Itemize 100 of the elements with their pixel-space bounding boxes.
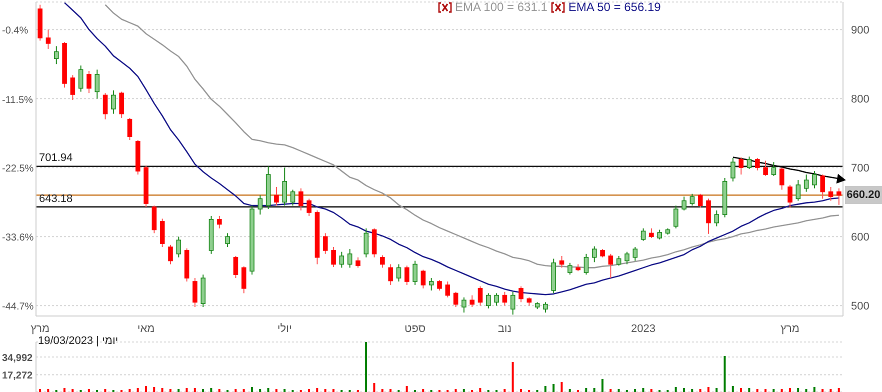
y-tick-label: 500 — [851, 300, 870, 313]
candlestick — [356, 256, 360, 268]
candlestick — [298, 188, 304, 211]
bar — [284, 389, 286, 392]
x-tick-label: מאי — [137, 322, 155, 335]
candlestick — [428, 278, 434, 291]
text: EMA 100 = 631.1 — [455, 0, 548, 15]
ref-line-label: 643.18 — [39, 192, 73, 206]
y-tick-label: 700 — [851, 162, 870, 175]
candlestick — [470, 294, 475, 308]
bar — [390, 389, 392, 392]
candlestick — [738, 156, 744, 176]
candlestick — [168, 244, 173, 265]
bar — [732, 386, 734, 392]
bar — [454, 389, 457, 392]
candlestick — [339, 251, 344, 268]
candlestick — [698, 193, 703, 208]
bar — [838, 388, 840, 392]
bar — [520, 389, 522, 392]
bar — [104, 389, 106, 392]
x-tick-label: ספט — [404, 322, 426, 335]
bar — [716, 388, 718, 392]
candlestick — [632, 246, 638, 262]
candlestick — [217, 215, 222, 229]
candlestick — [673, 205, 678, 229]
candlestick — [836, 188, 842, 206]
candlestick — [690, 193, 695, 206]
y-tick-label: 600 — [851, 232, 870, 244]
candlestick — [388, 264, 393, 286]
bar — [72, 389, 74, 392]
candlestick — [584, 253, 589, 276]
bar — [707, 387, 710, 392]
bar — [47, 389, 50, 392]
candlestick — [380, 254, 385, 268]
bar — [186, 388, 188, 392]
y2-tick-label: -44.7% — [2, 302, 34, 313]
bar — [756, 389, 758, 392]
candlestick — [364, 228, 369, 258]
candlestick — [640, 228, 646, 242]
candlestick — [347, 248, 352, 268]
candlestick — [812, 170, 817, 189]
candlestick — [290, 189, 296, 206]
bar — [764, 389, 766, 392]
bar — [650, 389, 652, 392]
bar — [682, 388, 685, 392]
bar — [39, 389, 41, 392]
candlestick — [78, 64, 84, 92]
candlestick — [86, 70, 92, 94]
bar — [805, 389, 808, 392]
candlestick — [322, 232, 328, 254]
x-tick-label: מרץ — [780, 322, 800, 335]
candlestick — [306, 198, 312, 216]
candlestick — [462, 296, 466, 314]
bar — [642, 388, 644, 392]
candlestick — [804, 174, 809, 192]
annotation: יומי | 19/03/2023 — [38, 335, 118, 347]
bar — [797, 388, 800, 392]
bar — [740, 388, 742, 392]
y-tick-label: 34,992 — [2, 353, 34, 364]
bar — [316, 388, 318, 392]
candlestick — [796, 180, 801, 202]
bar — [202, 389, 204, 392]
bar — [422, 389, 424, 392]
bar — [63, 388, 66, 392]
candlestick — [730, 157, 736, 182]
candlestick — [779, 167, 784, 190]
candlestick — [396, 264, 402, 282]
candlestick — [445, 280, 450, 298]
candlestick — [616, 255, 622, 266]
y2-tick-label: -11.5% — [2, 94, 34, 106]
candlestick — [771, 162, 776, 176]
candlestick — [176, 236, 182, 258]
bar — [568, 389, 571, 392]
bar — [813, 387, 816, 392]
bar — [593, 388, 596, 392]
bar — [504, 389, 506, 392]
candlestick — [225, 232, 230, 248]
bar — [699, 389, 702, 392]
candlestick — [453, 291, 458, 308]
bar — [552, 384, 555, 392]
candlestick — [788, 184, 792, 208]
candlestick — [559, 255, 564, 268]
bar — [250, 387, 253, 392]
candlestick — [331, 246, 336, 268]
y-tick-label: 900 — [851, 24, 870, 37]
ref-line-label: 660.20 — [845, 186, 882, 204]
bar — [724, 356, 726, 392]
bar — [332, 389, 334, 392]
candlestick — [494, 292, 499, 306]
bar — [259, 389, 262, 392]
candlestick — [486, 292, 491, 309]
text: EMA 50 = 656.19 — [568, 0, 661, 15]
candlestick — [755, 157, 760, 171]
candlestick — [608, 253, 614, 279]
candlestick — [649, 228, 654, 239]
candlestick — [111, 90, 116, 114]
bar — [780, 389, 783, 392]
candlestick — [192, 278, 198, 308]
bar — [161, 388, 164, 392]
y2-tick-label: -33.6% — [2, 232, 34, 244]
